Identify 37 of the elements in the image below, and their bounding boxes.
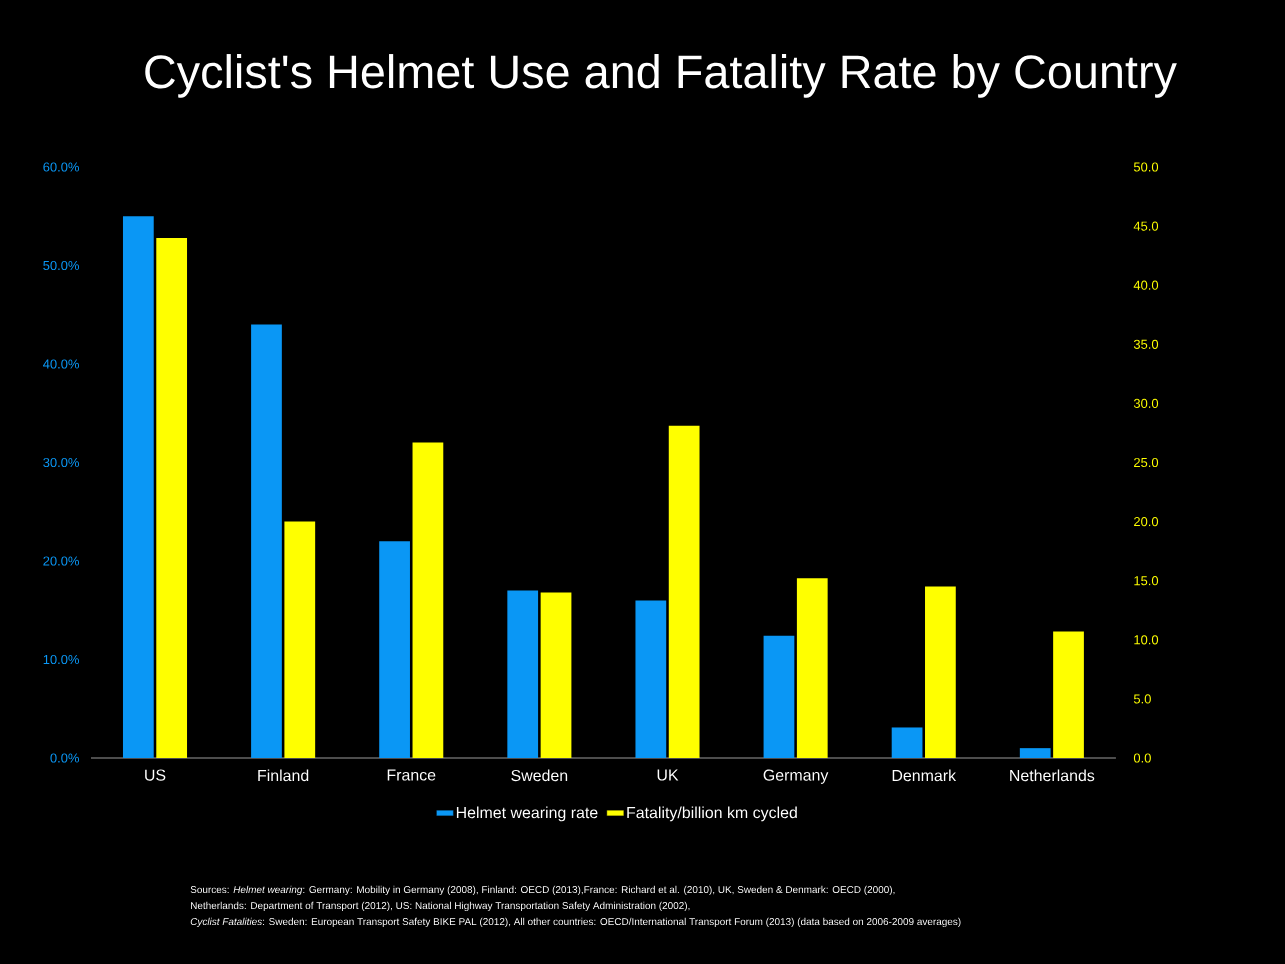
x-tick-label: Denmark — [892, 769, 957, 782]
x-tick-label: Finland — [258, 769, 309, 782]
y-tick-label: 0.0% — [50, 753, 79, 763]
y-tick-label: 60.0% — [43, 162, 79, 172]
y-tick-label: 10.0% — [43, 654, 79, 665]
y2-tick-label: 45.0 — [1133, 221, 1159, 231]
y2-tick-label: 10.0 — [1134, 635, 1159, 645]
y-tick-label: 50.0% — [43, 260, 79, 271]
legend-label: Fatality/billion km cycled — [627, 806, 797, 822]
y2-tick-label: 50.0 — [1133, 162, 1159, 172]
y-tick-label: 30.0% — [43, 457, 79, 468]
x-tick-label: UK — [657, 769, 679, 781]
x-tick-label: Germany — [763, 769, 829, 784]
y2-tick-label: 40.0 — [1133, 280, 1159, 290]
y2-tick-label: 20.0 — [1134, 517, 1159, 527]
text: Netherlands: Department of Transport (2012), US: National Highway Transportation Safety Administration (2002), — [191, 901, 690, 912]
y-tick-label: 40.0% — [43, 359, 79, 369]
source-note: Sources: Helmet wearing: Germany: Mobility in Germany (2008), Finland: OECD (2013),France: Richard et al. (2010), UK, Sweden & Denmark: OECD (2000), — [190, 885, 895, 896]
y2-tick-label: 25.0 — [1134, 457, 1159, 468]
text: Cyclist Fatalities: Sweden: European Transport Safety BIKE PAL (2012), All other countries: OECD/International Transport Forum (2013) (data based on 2006-2009 averages) — [190, 917, 961, 928]
bar — [1053, 631, 1084, 758]
bar — [1019, 748, 1051, 758]
y-tick-label: 20.0% — [43, 556, 79, 566]
x-tick-label: Netherlands — [1010, 769, 1095, 782]
y2-tick-label: 30.0 — [1133, 398, 1159, 408]
x-tick-label: US — [145, 769, 166, 781]
bar — [925, 586, 956, 758]
legend-label: Helmet wearing rate — [456, 806, 598, 822]
x-tick-label: Sweden — [511, 769, 568, 782]
y2-tick-label: 35.0 — [1133, 339, 1159, 349]
y2-tick-label: 0.0 — [1133, 753, 1151, 763]
chart-title: Cyclist's Helmet Use and Fatality Rate by Country — [145, 54, 1177, 98]
bar — [891, 727, 923, 758]
y2-tick-label: 5.0 — [1133, 694, 1151, 704]
y2-tick-label: 15.0 — [1134, 576, 1159, 586]
x-tick-label: France — [387, 769, 436, 781]
bar — [668, 425, 700, 758]
